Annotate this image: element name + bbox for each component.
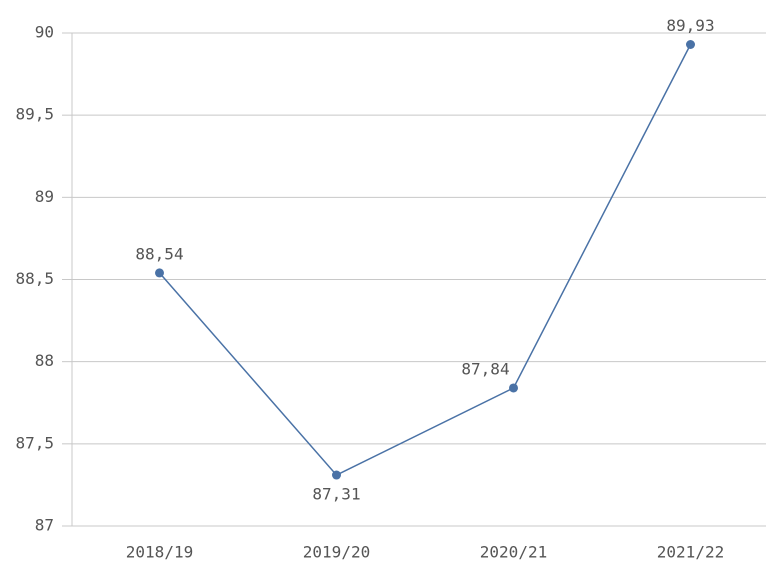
y-tick-label: 89 — [35, 187, 54, 206]
y-tick-label: 90 — [35, 23, 54, 42]
data-label: 89,93 — [666, 16, 714, 35]
point — [155, 268, 164, 278]
data-label: 87,84 — [461, 359, 509, 378]
point — [332, 470, 341, 480]
y-tick-label: 88,5 — [15, 269, 54, 288]
data-label: 87,31 — [312, 485, 360, 504]
y-tick-label: 87 — [35, 516, 54, 535]
data-label: 88,54 — [135, 244, 183, 263]
y-tick-label: 88 — [35, 351, 54, 370]
x-tick-label: 2019/20 — [303, 543, 370, 561]
line — [158, 44, 692, 476]
y-tick-label: 89,5 — [15, 105, 54, 124]
point — [509, 383, 518, 393]
x-tick-label: 2020/21 — [480, 543, 547, 561]
point — [686, 40, 695, 50]
y-tick-label: 87,5 — [15, 433, 54, 452]
x-tick-label: 2021/22 — [657, 543, 724, 561]
x-tick-label: 2018/19 — [126, 543, 193, 561]
